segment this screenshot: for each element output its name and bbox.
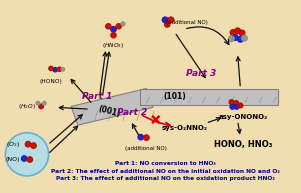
Circle shape xyxy=(239,30,245,36)
Circle shape xyxy=(49,66,53,71)
Circle shape xyxy=(57,67,62,71)
Circle shape xyxy=(111,33,116,38)
Text: (NO): (NO) xyxy=(6,157,20,162)
Circle shape xyxy=(234,104,239,109)
Circle shape xyxy=(162,17,168,23)
Text: $(H_2O)$: $(H_2O)$ xyxy=(18,102,36,111)
Text: Part 1: Part 1 xyxy=(82,91,113,101)
Text: sys-O₂NNO₂: sys-O₂NNO₂ xyxy=(162,125,208,131)
Circle shape xyxy=(121,22,125,26)
Circle shape xyxy=(235,28,240,34)
Text: (additional NO): (additional NO) xyxy=(166,20,208,25)
Circle shape xyxy=(165,22,170,27)
Circle shape xyxy=(25,141,31,147)
Circle shape xyxy=(230,30,236,35)
Circle shape xyxy=(5,133,49,176)
Circle shape xyxy=(138,135,144,140)
Circle shape xyxy=(228,36,234,41)
Text: (001): (001) xyxy=(97,105,121,119)
Text: Part 1: NO conversion to HNO₃: Part 1: NO conversion to HNO₃ xyxy=(115,161,216,166)
Circle shape xyxy=(238,103,243,108)
Text: Part 3: Part 3 xyxy=(186,69,216,78)
Circle shape xyxy=(42,101,46,105)
Circle shape xyxy=(39,104,43,109)
Text: (HONO): (HONO) xyxy=(39,80,62,84)
Circle shape xyxy=(53,68,57,72)
Text: Part 2: The effect of additional NO on the initial oxidation NO and O₂: Part 2: The effect of additional NO on t… xyxy=(51,169,280,174)
Circle shape xyxy=(234,101,238,105)
Circle shape xyxy=(106,24,111,29)
FancyArrowPatch shape xyxy=(187,27,229,45)
Circle shape xyxy=(61,68,64,71)
Circle shape xyxy=(237,36,243,42)
Circle shape xyxy=(168,17,174,23)
Circle shape xyxy=(31,143,36,148)
Circle shape xyxy=(22,156,27,161)
Polygon shape xyxy=(71,89,153,125)
Text: Part 2: Part 2 xyxy=(117,108,147,117)
Circle shape xyxy=(36,101,40,105)
Circle shape xyxy=(144,135,149,140)
Circle shape xyxy=(232,35,238,40)
Circle shape xyxy=(241,35,247,41)
Circle shape xyxy=(229,100,234,104)
Text: asy-ONONO₂: asy-ONONO₂ xyxy=(219,114,268,120)
Circle shape xyxy=(230,104,235,109)
Text: Part 3: The effect of additional NO on the oxidation product HNO₃: Part 3: The effect of additional NO on t… xyxy=(56,176,275,181)
Text: HONO, HNO₃: HONO, HNO₃ xyxy=(214,141,272,149)
Circle shape xyxy=(27,157,33,162)
FancyArrowPatch shape xyxy=(142,115,170,127)
Text: $(O_2)$: $(O_2)$ xyxy=(6,141,20,149)
Text: (additional NO): (additional NO) xyxy=(126,146,167,151)
Circle shape xyxy=(116,24,121,29)
Text: (101): (101) xyxy=(163,92,186,102)
Circle shape xyxy=(111,27,116,32)
Text: $(HNO_3)$: $(HNO_3)$ xyxy=(102,41,125,50)
Polygon shape xyxy=(140,89,278,105)
